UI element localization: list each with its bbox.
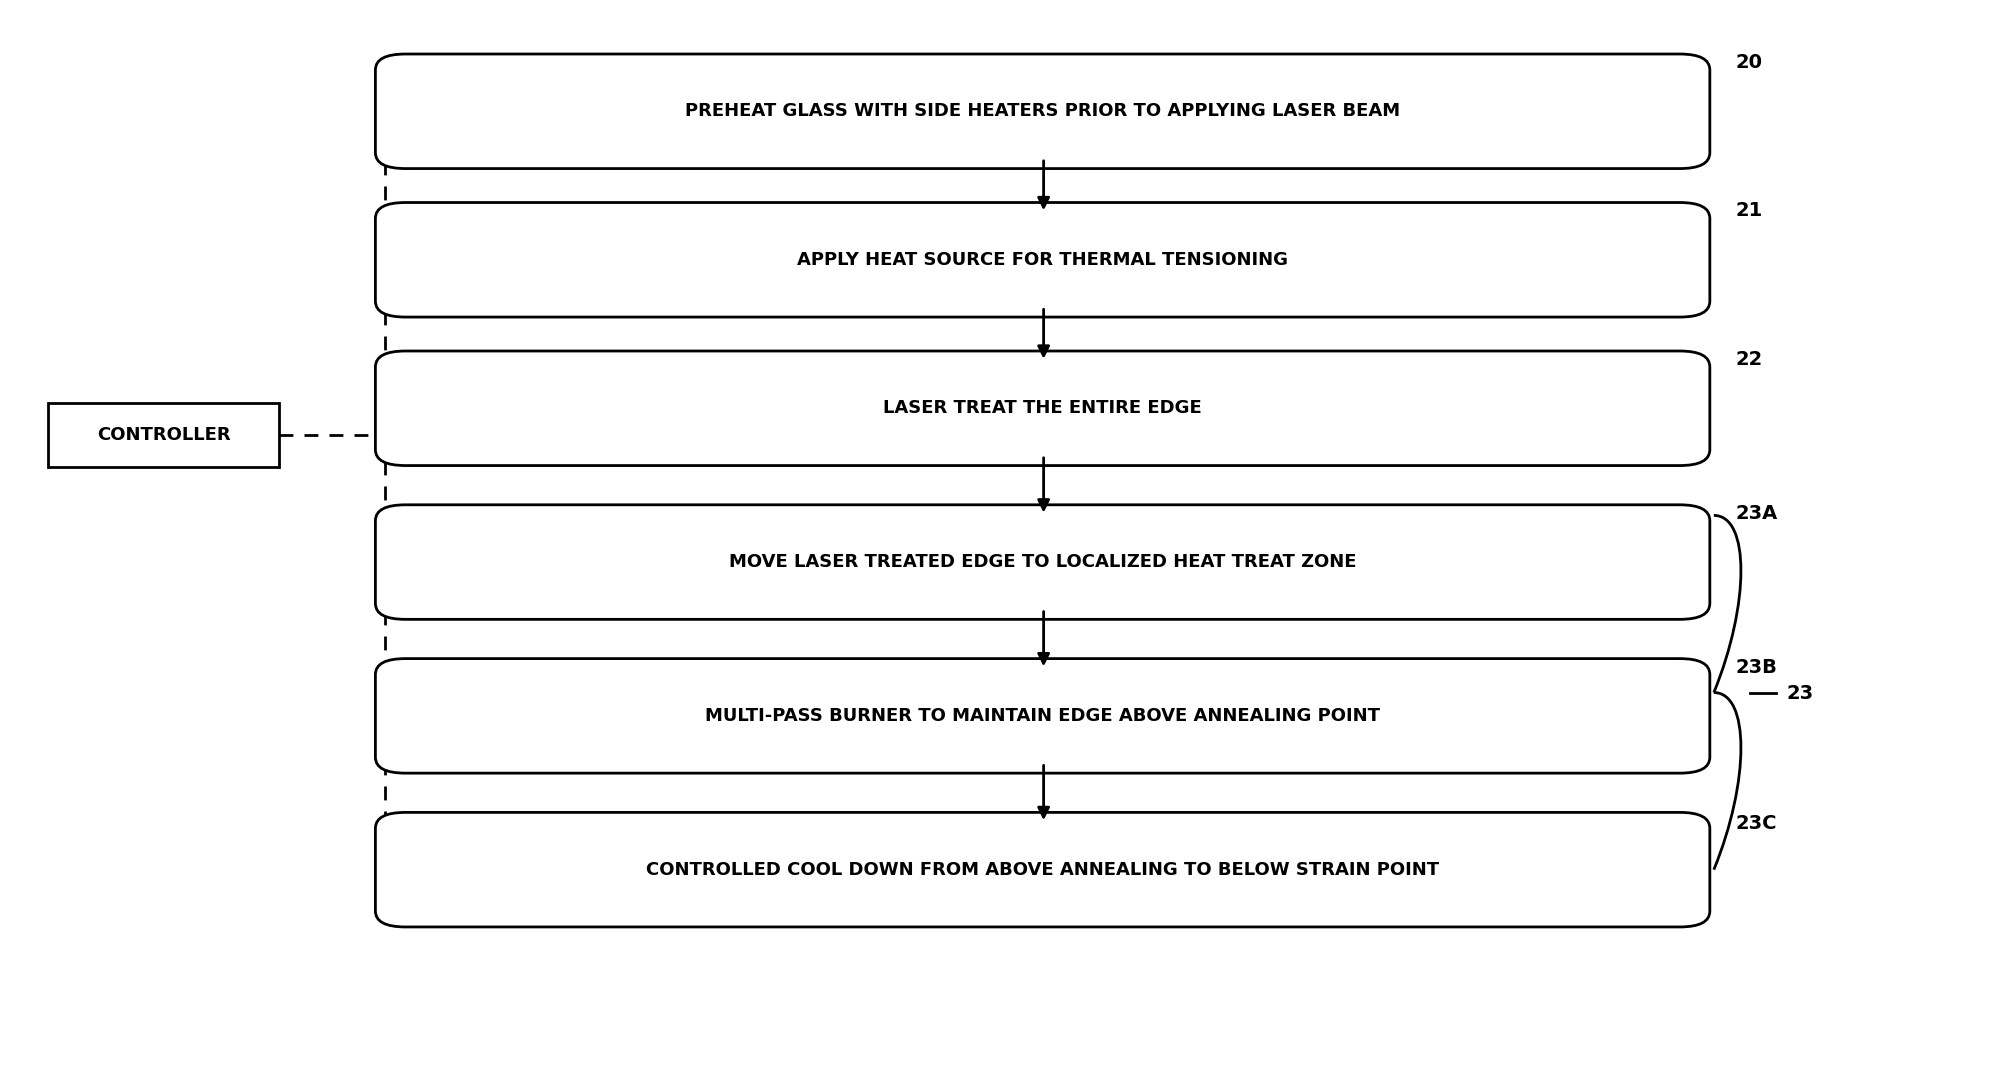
Text: 23C: 23C xyxy=(1734,814,1776,833)
FancyBboxPatch shape xyxy=(375,659,1710,773)
FancyBboxPatch shape xyxy=(375,55,1710,169)
FancyBboxPatch shape xyxy=(375,202,1710,317)
Text: MOVE LASER TREATED EDGE TO LOCALIZED HEAT TREAT ZONE: MOVE LASER TREATED EDGE TO LOCALIZED HEA… xyxy=(729,553,1355,571)
FancyBboxPatch shape xyxy=(375,505,1710,619)
Text: 23B: 23B xyxy=(1734,657,1776,677)
Text: 23A: 23A xyxy=(1734,503,1776,523)
Text: CONTROLLED COOL DOWN FROM ABOVE ANNEALING TO BELOW STRAIN POINT: CONTROLLED COOL DOWN FROM ABOVE ANNEALIN… xyxy=(646,861,1438,879)
Text: PREHEAT GLASS WITH SIDE HEATERS PRIOR TO APPLYING LASER BEAM: PREHEAT GLASS WITH SIDE HEATERS PRIOR TO… xyxy=(685,103,1400,121)
Text: CONTROLLER: CONTROLLER xyxy=(97,425,230,444)
FancyBboxPatch shape xyxy=(375,812,1710,927)
Text: 20: 20 xyxy=(1734,53,1762,72)
Text: 22: 22 xyxy=(1734,350,1762,369)
Text: LASER TREAT THE ENTIRE EDGE: LASER TREAT THE ENTIRE EDGE xyxy=(882,400,1202,417)
Text: MULTI-PASS BURNER TO MAINTAIN EDGE ABOVE ANNEALING POINT: MULTI-PASS BURNER TO MAINTAIN EDGE ABOVE… xyxy=(705,707,1380,725)
Text: 23: 23 xyxy=(1784,684,1813,703)
FancyBboxPatch shape xyxy=(375,351,1710,466)
Text: APPLY HEAT SOURCE FOR THERMAL TENSIONING: APPLY HEAT SOURCE FOR THERMAL TENSIONING xyxy=(798,251,1287,268)
Text: 21: 21 xyxy=(1734,201,1762,220)
FancyBboxPatch shape xyxy=(48,403,280,466)
